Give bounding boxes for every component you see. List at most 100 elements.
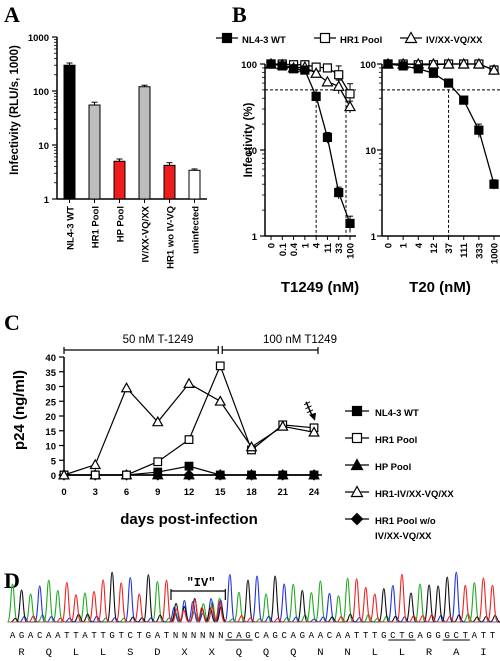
panel-b1-xtick-label: 1 (300, 242, 311, 248)
panel-b1-data-point (288, 64, 299, 74)
nucleotide-letter: T (91, 631, 97, 641)
nucleotide-letter: A (345, 631, 351, 641)
nucleotide-letter: A (472, 631, 478, 641)
panel-b2-xtick-label: 333 (474, 243, 485, 259)
panel-c-ytick-label: 35 (45, 368, 56, 379)
panel-c-ytick-label: 0 (51, 471, 56, 482)
treatment-label-2: 100 nM T1249 (263, 334, 337, 346)
panel-b1-data-point (300, 65, 310, 75)
panel-c-ytick-label: 15 (45, 427, 56, 438)
amino-acid-letter: X (209, 647, 216, 659)
panel-b2-xtick-label: 0 (384, 243, 395, 248)
nucleotide-letter: N (173, 631, 178, 641)
nucleotide-letter: G (300, 631, 305, 641)
panel-b2-data-point (398, 61, 408, 71)
nucleotide-letter: A (309, 631, 315, 641)
nucleotide-letter: C (327, 631, 333, 641)
panel-b2-data-point (457, 57, 470, 69)
panel-c-data-point (278, 470, 288, 480)
nucleotide-letter: G (444, 631, 449, 641)
nucleotide-letter: N (200, 631, 205, 641)
nucleotide-letter: G (435, 631, 440, 641)
panel-b2-data-point (487, 63, 500, 75)
panel-c-data-point (153, 457, 163, 467)
panel-a-bar (163, 164, 176, 200)
chromatogram-trace-C (8, 571, 497, 623)
panel-b1-data-point (311, 91, 321, 102)
panel-c-data-point (183, 468, 195, 480)
panel-b2-data-point (383, 59, 393, 69)
amino-acid-letter: X (181, 647, 188, 659)
chromatogram-trace-T (8, 573, 499, 623)
nucleotide-letter: T (164, 631, 170, 641)
panel-b2-data-point (459, 95, 469, 105)
iv-region-label: "IV" (187, 576, 216, 590)
panel-c-data-point (183, 377, 195, 388)
nucleotide-letter: N (191, 631, 196, 641)
nucleotide-letter: T (481, 631, 487, 641)
panel-letter-a: A (4, 2, 20, 27)
panel-b2-xtick-label: 111 (459, 242, 470, 258)
panel-c-data-point (184, 435, 194, 444)
panel-b1-data-point (266, 59, 276, 69)
panel-a-category-label: HP Pool (116, 206, 127, 242)
panel-b1-data-point (343, 100, 357, 112)
nucleotide-letter: A (82, 631, 88, 641)
panel-b1-ytick-label: 100 (241, 60, 257, 71)
panel-c-data-point (215, 361, 225, 371)
panel-c-data-point (90, 470, 100, 480)
nucleotide-letter: T (463, 631, 469, 641)
panel-c-legend-label: NL4-3 WT (375, 408, 419, 419)
nucleotide-letter: C (37, 631, 43, 641)
panel-c-xtick-label: 0 (61, 487, 66, 498)
panel-c-data-point (308, 426, 320, 437)
panel-b1-data-point (334, 187, 344, 198)
panel-c-ytick-label: 10 (45, 442, 56, 453)
panel-b1-xlabel: T1249 (nM) (281, 279, 359, 296)
amino-acid-letter: L (73, 647, 79, 659)
panel-b1-data-point (310, 67, 323, 78)
panel-c-legend-label: HR1-IV/XX-VQ/XX (375, 489, 454, 500)
panel-b2-data-point (428, 68, 439, 78)
panel-c-xtick-label: 18 (246, 487, 257, 498)
panel-letter-d: D (4, 568, 20, 593)
nucleotide-letter: T (100, 631, 106, 641)
panel-c-legend-marker (351, 432, 363, 444)
nucleotide-letter: A (155, 631, 161, 641)
panel-c-data-point (120, 381, 133, 393)
nucleotide-letter: A (10, 631, 16, 641)
arrow-head (309, 412, 316, 421)
panel-b-legend-label: HR1 Pool (340, 35, 382, 46)
panel-b1-ytick-label: 10 (246, 146, 257, 157)
panel-c-line-chart: p24 (ng/ml) days post-infection 50 nM T-… (11, 334, 454, 542)
panel-a-ytick-label: 10 (38, 141, 49, 152)
panel-c-legend-marker (350, 458, 364, 471)
panel-a-bar (113, 160, 126, 200)
panel-b2-xtick-label: 1000 (490, 243, 500, 264)
panel-c-legend-marker (351, 405, 363, 417)
panel-a-category-label: HR1 Pool (91, 206, 102, 248)
panel-c-legend-label: HP Pool (375, 462, 411, 473)
panel-b2-xtick-label: 4 (414, 242, 425, 248)
panel-b2-xtick-label: 12 (429, 243, 440, 254)
panel-b1-xtick-label: 0 (267, 243, 278, 248)
panel-a-ytick-label: 1 (44, 195, 50, 206)
nucleotide-letter: A (46, 631, 52, 641)
panel-b2-ytick-label: 1 (371, 232, 377, 243)
nucleotide-letter: T (118, 631, 124, 641)
panel-c-ylabel: p24 (ng/ml) (11, 370, 28, 450)
arrow-fletch (303, 401, 311, 406)
panel-b-legend-marker (221, 32, 233, 44)
panel-b2-data-point (472, 57, 485, 69)
panel-a-bar (188, 169, 201, 200)
panel-b2-ytick-label: 100 (360, 60, 376, 71)
amino-acid-letter: I (480, 647, 486, 659)
panel-c-data-point (215, 470, 225, 480)
panel-b-ylabel: Infectivity (%) (243, 102, 255, 177)
amino-acid-letter: R (426, 647, 433, 659)
panel-b2-xlabel: T20 (nM) (409, 279, 471, 296)
amino-acid-letter: N (317, 647, 323, 659)
nucleotide-letter: G (146, 631, 151, 641)
panel-c-data-point (89, 458, 102, 470)
nucleotide-letter: T (354, 631, 360, 641)
